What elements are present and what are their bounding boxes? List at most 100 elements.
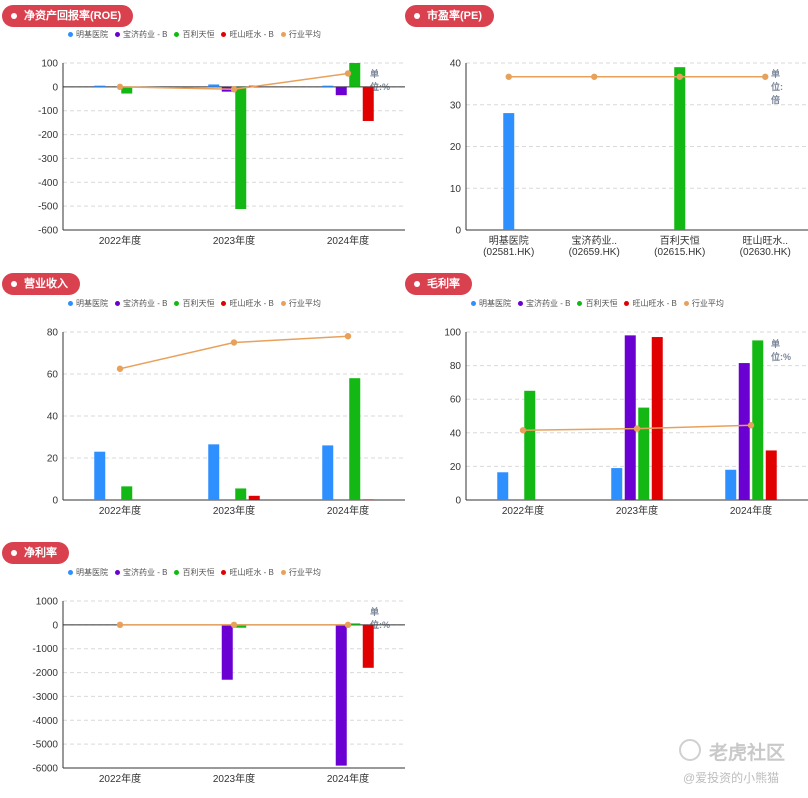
legend-label: 百利天恒	[182, 299, 215, 308]
y-tick-label: 40	[450, 428, 462, 439]
legend-item[interactable]: 明基医院	[68, 298, 108, 309]
legend-label: 行业平均	[691, 299, 724, 308]
legend-label: 行业平均	[288, 299, 321, 308]
legend-label: 旺山旺水 - B	[632, 299, 677, 308]
bar	[349, 378, 361, 500]
legend-marker-icon	[174, 570, 180, 575]
x-tick-label: 2022年度	[99, 772, 141, 785]
legend-marker-icon	[221, 570, 227, 575]
legend-label: 旺山旺水 - B	[229, 568, 274, 577]
bar	[362, 624, 374, 668]
bar	[362, 86, 374, 121]
gross-title: 毛利率	[427, 278, 460, 290]
title-dot-icon	[11, 281, 17, 287]
legend-item[interactable]: 百利天恒	[174, 298, 214, 309]
y-tick-label: 10	[450, 184, 462, 195]
legend-marker-icon	[115, 301, 120, 306]
x-tick-label: (02615.HK)	[654, 247, 705, 258]
legend-label: 宝济药业 - B	[123, 30, 168, 39]
legend-item[interactable]: 旺山旺水 - B	[221, 29, 274, 40]
y-tick-label: 80	[450, 361, 462, 372]
bar	[208, 84, 220, 87]
bar	[638, 407, 650, 500]
y-tick-label: 0	[52, 620, 58, 631]
y-tick-label: 100	[444, 328, 461, 339]
pe-unit-label: 单位:倍	[771, 69, 783, 105]
y-tick-label: 60	[47, 370, 59, 381]
average-point	[230, 86, 238, 93]
average-point	[230, 339, 238, 346]
y-tick-label: 40	[47, 412, 59, 423]
legend-item[interactable]: 百利天恒	[174, 29, 214, 40]
legend-marker-icon	[115, 32, 120, 37]
legend-item[interactable]: 旺山旺水 - B	[221, 567, 274, 578]
legend-label: 行业平均	[288, 30, 321, 39]
legend-item[interactable]: 宝济药业 - B	[115, 567, 167, 578]
legend-item[interactable]: 宝济药业 - B	[115, 29, 167, 40]
legend-item[interactable]: 宝济药业 - B	[115, 298, 167, 309]
roe-title-pill[interactable]: 净资产回报率(ROE)	[2, 5, 134, 27]
x-tick-label: 2024年度	[730, 504, 772, 517]
legend-label: 旺山旺水 - B	[229, 30, 274, 39]
y-tick-label: -6000	[32, 764, 58, 775]
average-point	[344, 621, 352, 629]
bar	[524, 390, 536, 500]
legend-marker-icon	[518, 301, 523, 306]
y-tick-label: 80	[47, 328, 59, 339]
x-tick-label: 2022年度	[99, 504, 141, 517]
netmargin-title-pill[interactable]: 净利率	[2, 542, 69, 564]
revenue-title-pill[interactable]: 营业收入	[2, 273, 80, 295]
y-tick-label: 20	[47, 454, 59, 465]
legend-marker-icon	[174, 32, 180, 37]
bar	[611, 468, 623, 500]
average-point	[762, 73, 769, 80]
y-tick-label: 0	[455, 226, 461, 237]
x-tick-label: 2023年度	[213, 504, 255, 517]
legend-item[interactable]: 行业平均	[280, 298, 321, 309]
x-tick-label: (02581.HK)	[483, 247, 534, 258]
bar	[235, 624, 247, 628]
y-tick-label: -100	[38, 106, 58, 117]
legend-item[interactable]: 明基医院	[68, 567, 108, 578]
bar	[322, 445, 334, 500]
y-tick-label: 40	[450, 59, 462, 70]
legend-item[interactable]: 旺山旺水 - B	[624, 298, 677, 309]
bar	[349, 623, 361, 625]
average-point	[116, 83, 124, 91]
gross-title-pill[interactable]: 毛利率	[405, 273, 472, 295]
bar	[235, 86, 247, 210]
legend-item[interactable]: 宝济药业 - B	[518, 298, 570, 309]
y-tick-label: -1000	[32, 644, 58, 655]
legend-item[interactable]: 行业平均	[683, 298, 724, 309]
legend-item[interactable]: 明基医院	[471, 298, 511, 309]
bar	[503, 113, 515, 230]
legend-item[interactable]: 旺山旺水 - B	[221, 298, 274, 309]
revenue-legend: 明基医院 宝济药业 - B 百利天恒 旺山旺水 - B 行业平均	[68, 298, 321, 309]
title-dot-icon	[414, 13, 420, 19]
legend-marker-icon	[280, 570, 286, 575]
bar	[497, 472, 509, 500]
legend-item[interactable]: 行业平均	[280, 29, 321, 40]
legend-item[interactable]: 行业平均	[280, 567, 321, 578]
gross-unit-label: 单位:%	[771, 339, 791, 362]
legend-item[interactable]: 百利天恒	[577, 298, 617, 309]
bar	[335, 624, 347, 766]
watermark-user: @爱投资的小熊猫	[683, 771, 780, 785]
legend-marker-icon	[624, 301, 630, 306]
legend-item[interactable]: 明基医院	[68, 29, 108, 40]
legend-marker-icon	[68, 570, 73, 575]
legend-label: 旺山旺水 - B	[229, 299, 274, 308]
y-tick-label: 100	[41, 59, 58, 70]
y-tick-label: -300	[38, 154, 58, 165]
legend-label: 宝济药业 - B	[526, 299, 571, 308]
legend-item[interactable]: 百利天恒	[174, 567, 214, 578]
x-tick-label: 2022年度	[99, 234, 141, 247]
legend-marker-icon	[280, 32, 286, 37]
y-tick-label: 1000	[36, 597, 59, 608]
pe-title-pill[interactable]: 市盈率(PE)	[405, 5, 494, 27]
